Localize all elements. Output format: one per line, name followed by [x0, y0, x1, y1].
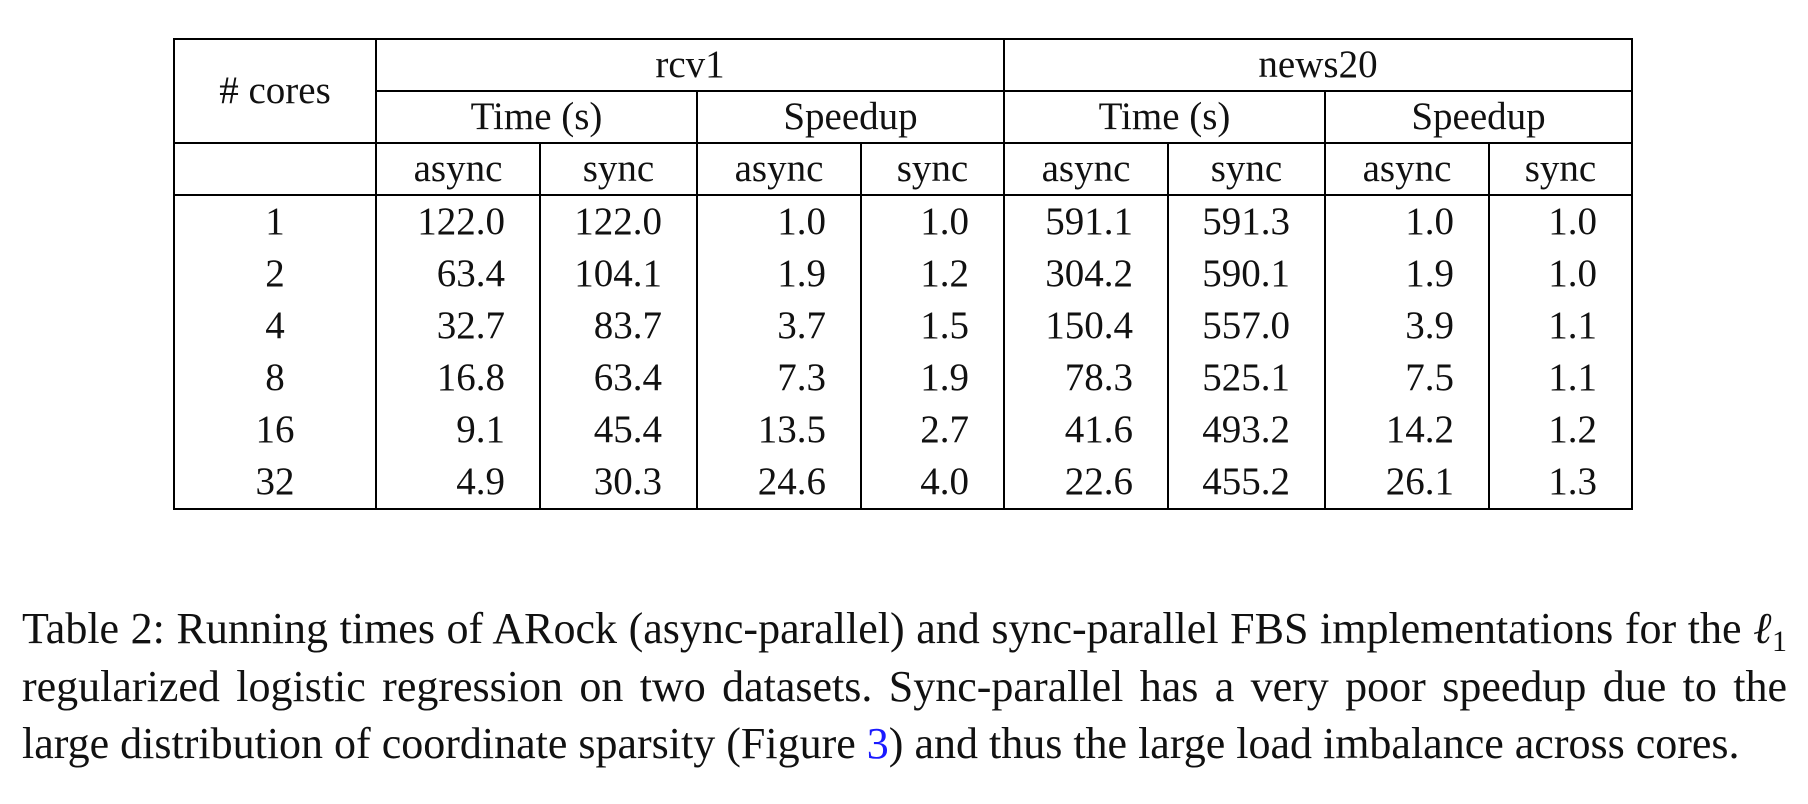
value-cell: 24.6 — [696, 456, 862, 510]
value-cell: 78.3 — [1003, 352, 1169, 404]
value-cell: 16.8 — [375, 352, 541, 404]
value-cell: 41.6 — [1003, 404, 1169, 456]
value-cell: 14.2 — [1324, 404, 1490, 456]
value-cell: 1.5 — [860, 300, 1005, 352]
value-cell: 63.4 — [539, 352, 698, 404]
mode-header: sync — [1167, 142, 1326, 196]
value-cell: 1.1 — [1488, 300, 1633, 352]
value-cell: 557.0 — [1167, 300, 1326, 352]
caption-text: ) and thus the large load imbalance acro… — [888, 719, 1740, 768]
value-cell: 1.0 — [696, 194, 862, 248]
value-cell: 1.0 — [1488, 248, 1633, 300]
mode-header: sync — [860, 142, 1005, 196]
value-cell: 150.4 — [1003, 300, 1169, 352]
table-row: 32 4.9 30.3 24.6 4.0 22.6 455.2 26.1 1.3 — [173, 456, 1633, 510]
results-table: # cores rcv1 news20 Time (s) Speedup Tim… — [173, 38, 1633, 510]
cores-cell: 2 — [173, 248, 377, 300]
cores-cell: 4 — [173, 300, 377, 352]
value-cell: 2.7 — [860, 404, 1005, 456]
table-row: 8 16.8 63.4 7.3 1.9 78.3 525.1 7.5 1.1 — [173, 352, 1633, 404]
dataset-header-news20: news20 — [1003, 38, 1633, 92]
metric-header-time: Time (s) — [1003, 90, 1326, 144]
value-cell: 1.9 — [696, 248, 862, 300]
table-row: 2 63.4 104.1 1.9 1.2 304.2 590.1 1.9 1.0 — [173, 248, 1633, 300]
value-cell: 525.1 — [1167, 352, 1326, 404]
value-cell: 122.0 — [539, 194, 698, 248]
metric-header-speedup: Speedup — [696, 90, 1005, 144]
value-cell: 7.3 — [696, 352, 862, 404]
value-cell: 4.0 — [860, 456, 1005, 510]
value-cell: 4.9 — [375, 456, 541, 510]
value-cell: 304.2 — [1003, 248, 1169, 300]
value-cell: 591.3 — [1167, 194, 1326, 248]
value-cell: 1.2 — [860, 248, 1005, 300]
value-cell: 104.1 — [539, 248, 698, 300]
table-row: 16 9.1 45.4 13.5 2.7 41.6 493.2 14.2 1.2 — [173, 404, 1633, 456]
caption-text: Table 2: Running times of ARock (async-p… — [22, 604, 1754, 653]
cores-cell: 1 — [173, 194, 377, 248]
mode-header: async — [696, 142, 862, 196]
value-cell: 26.1 — [1324, 456, 1490, 510]
value-cell: 1.2 — [1488, 404, 1633, 456]
cores-cell: 32 — [173, 456, 377, 510]
metric-header-speedup: Speedup — [1324, 90, 1633, 144]
value-cell: 591.1 — [1003, 194, 1169, 248]
value-cell: 7.5 — [1324, 352, 1490, 404]
value-cell: 1.9 — [860, 352, 1005, 404]
value-cell: 13.5 — [696, 404, 862, 456]
value-cell: 1.1 — [1488, 352, 1633, 404]
value-cell: 1.0 — [1488, 194, 1633, 248]
value-cell: 3.7 — [696, 300, 862, 352]
dataset-header-rcv1: rcv1 — [375, 38, 1005, 92]
ell-subscript: 1 — [1772, 625, 1788, 658]
table-caption: Table 2: Running times of ARock (async-p… — [22, 600, 1787, 773]
caption-text: regularized logistic regression on two d… — [22, 661, 1787, 769]
value-cell: 590.1 — [1167, 248, 1326, 300]
value-cell: 22.6 — [1003, 456, 1169, 510]
value-cell: 32.7 — [375, 300, 541, 352]
value-cell: 1.0 — [1324, 194, 1490, 248]
mode-header: sync — [539, 142, 698, 196]
cores-cell: 8 — [173, 352, 377, 404]
value-cell: 3.9 — [1324, 300, 1490, 352]
table-row: 1 122.0 122.0 1.0 1.0 591.1 591.3 1.0 1.… — [173, 194, 1633, 248]
value-cell: 1.0 — [860, 194, 1005, 248]
cores-header-blank — [173, 143, 377, 196]
value-cell: 45.4 — [539, 404, 698, 456]
value-cell: 1.9 — [1324, 248, 1490, 300]
cores-header: # cores — [173, 38, 377, 144]
value-cell: 122.0 — [375, 194, 541, 248]
value-cell: 30.3 — [539, 456, 698, 510]
metric-header-time: Time (s) — [375, 90, 698, 144]
ell-symbol: ℓ — [1753, 604, 1773, 653]
mode-header: async — [1003, 142, 1169, 196]
cores-cell: 16 — [173, 404, 377, 456]
mode-header: async — [1324, 142, 1490, 196]
table-row: 4 32.7 83.7 3.7 1.5 150.4 557.0 3.9 1.1 — [173, 300, 1633, 352]
value-cell: 493.2 — [1167, 404, 1326, 456]
value-cell: 63.4 — [375, 248, 541, 300]
value-cell: 1.3 — [1488, 456, 1633, 510]
mode-header: sync — [1488, 142, 1633, 196]
figure-reference-link[interactable]: 3 — [866, 719, 889, 768]
value-cell: 83.7 — [539, 300, 698, 352]
mode-header: async — [375, 142, 541, 196]
value-cell: 9.1 — [375, 404, 541, 456]
value-cell: 455.2 — [1167, 456, 1326, 510]
